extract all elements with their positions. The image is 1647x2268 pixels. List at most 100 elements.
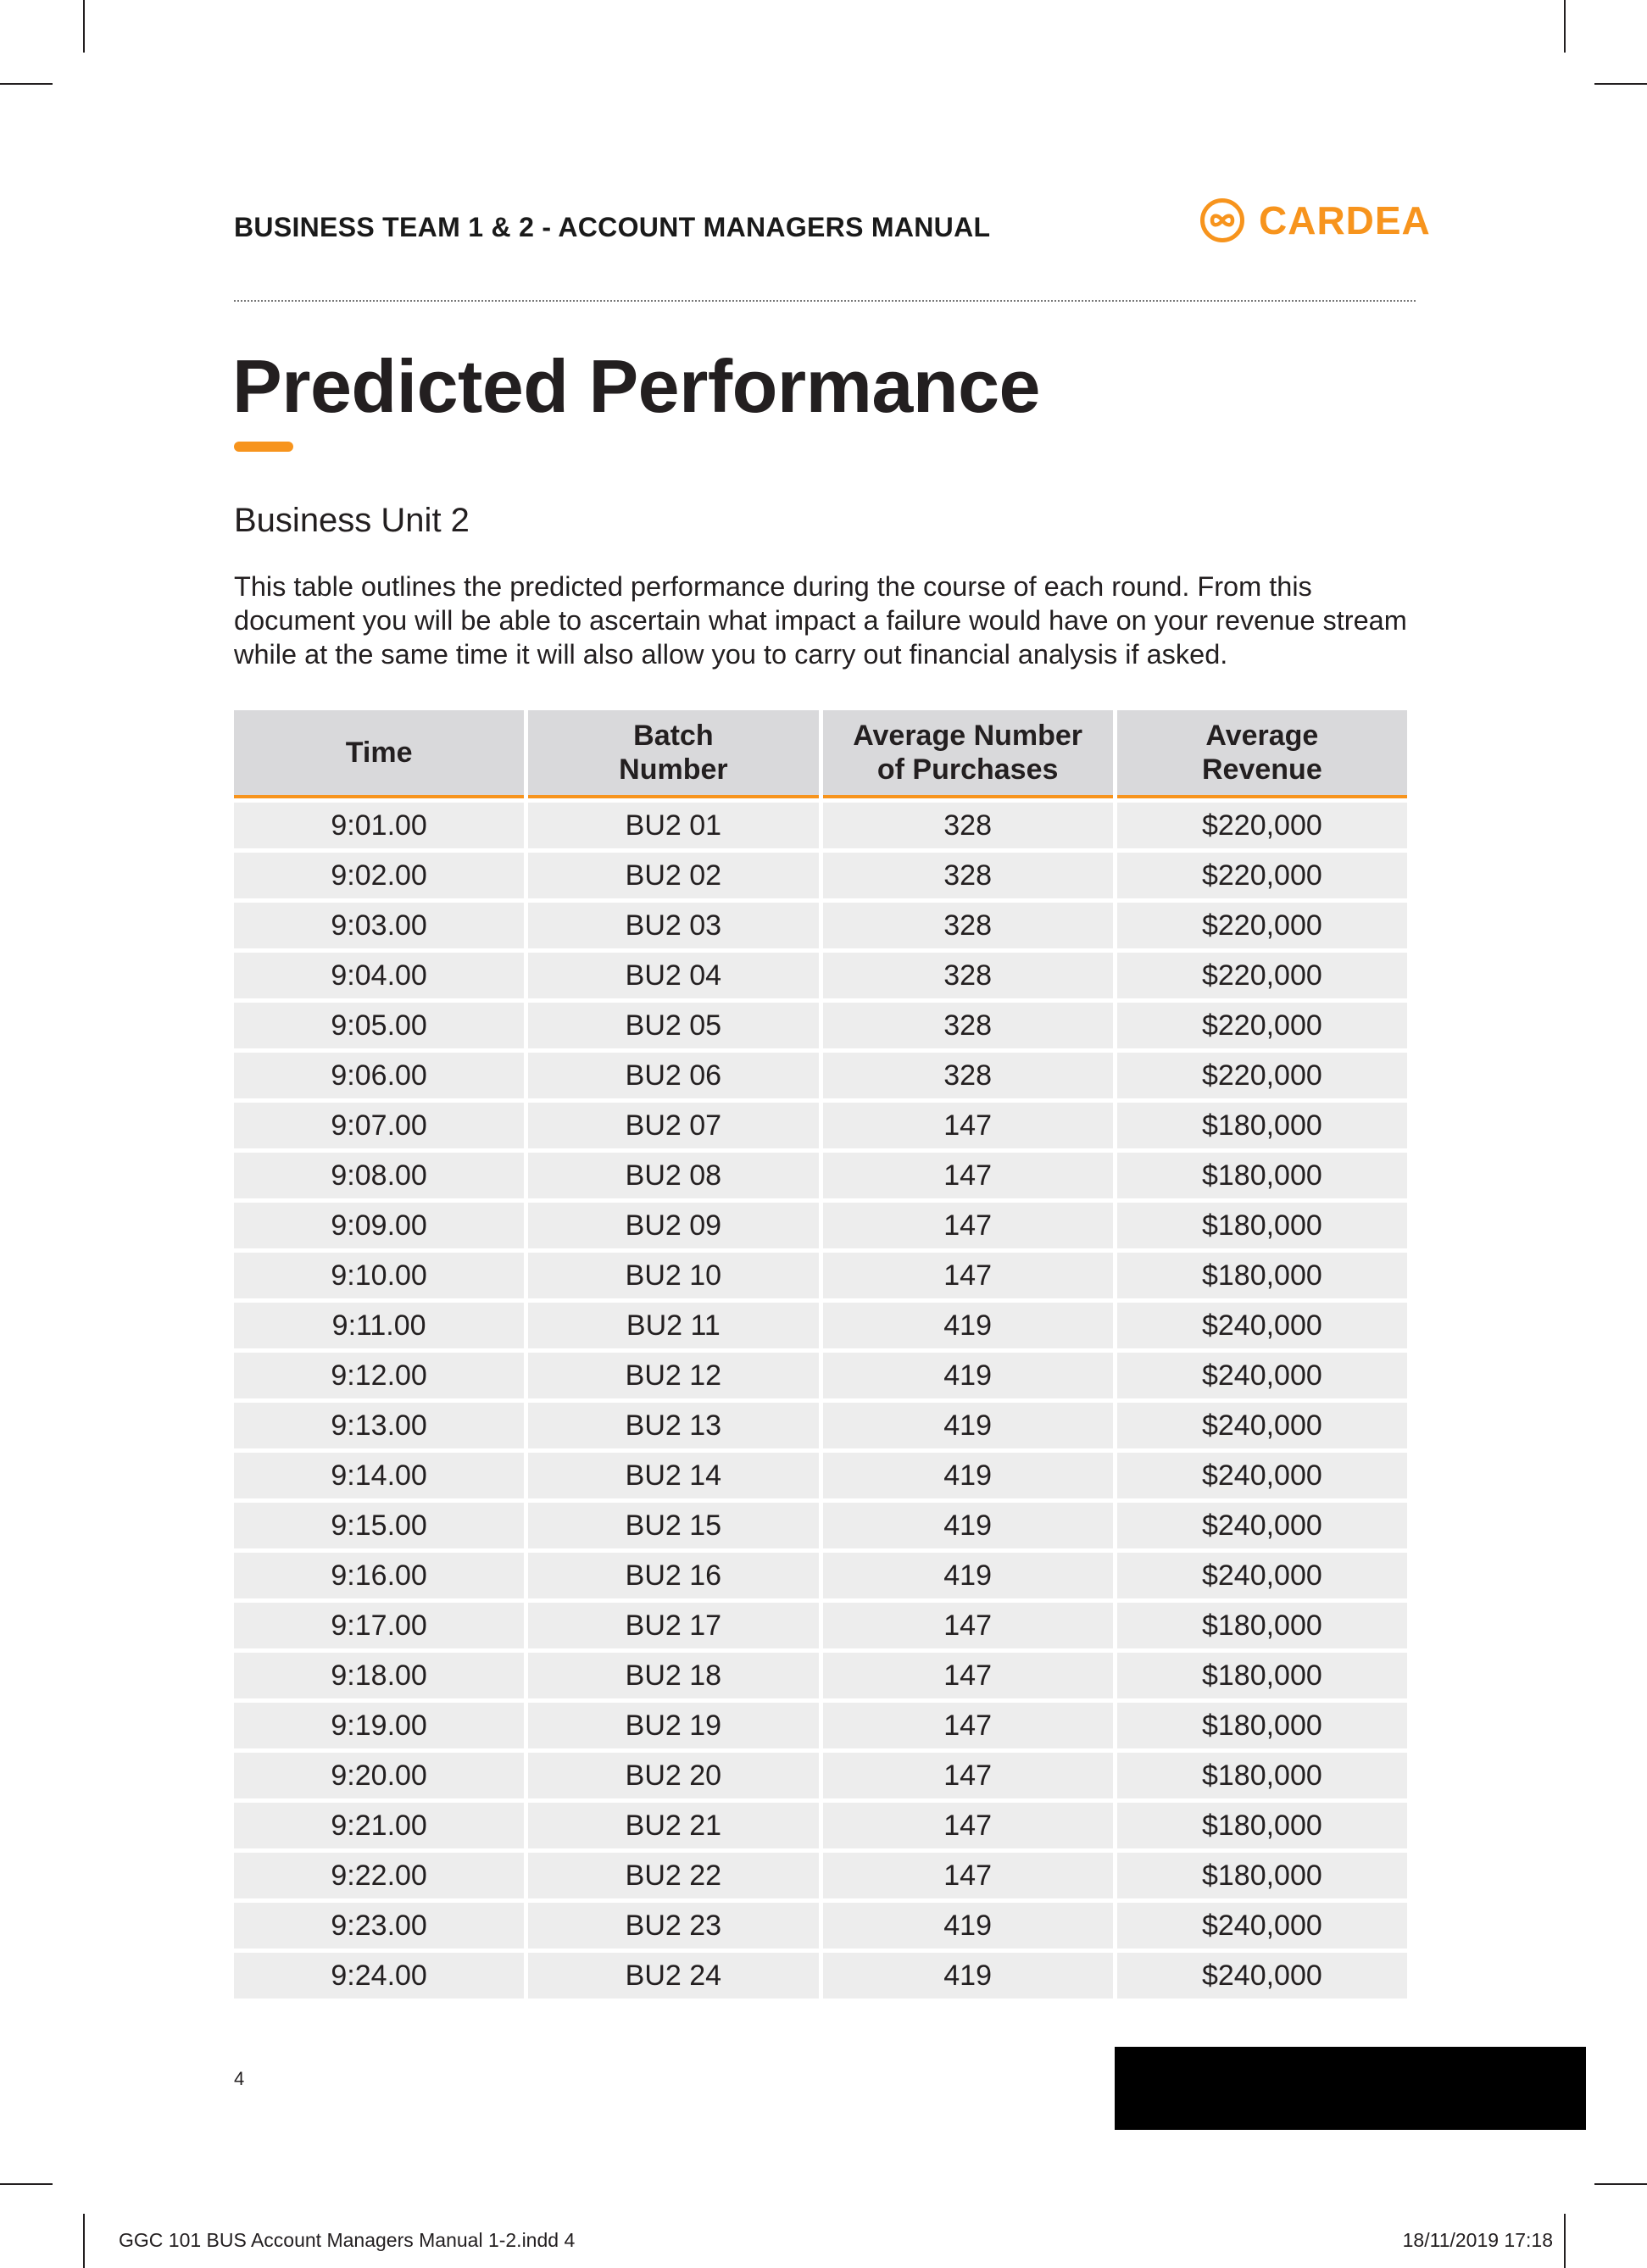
cell-batch-number: BU2 02 — [528, 853, 819, 898]
cell-batch-number: BU2 20 — [528, 1753, 819, 1798]
cell-time: 9:14.00 — [234, 1453, 525, 1498]
crop-mark — [1594, 83, 1647, 85]
table-row: 9:21.00 BU2 21 147 $180,000 — [234, 1803, 1407, 1848]
cell-time: 9:06.00 — [234, 1053, 525, 1098]
cell-batch-number: BU2 06 — [528, 1053, 819, 1098]
cell-batch-number: BU2 22 — [528, 1853, 819, 1898]
cell-time: 9:10.00 — [234, 1253, 525, 1298]
cell-batch-number: BU2 16 — [528, 1553, 819, 1598]
table-row: 9:23.00 BU2 23 419 $240,000 — [234, 1903, 1407, 1948]
cell-average-purchases: 147 — [822, 1853, 1113, 1898]
table-row: 9:07.00 BU2 07 147 $180,000 — [234, 1103, 1407, 1148]
cell-time: 9:18.00 — [234, 1653, 525, 1698]
cell-batch-number: BU2 18 — [528, 1653, 819, 1698]
redaction-block — [1115, 2047, 1586, 2130]
cell-average-revenue: $180,000 — [1116, 1653, 1407, 1698]
cell-time: 9:05.00 — [234, 1003, 525, 1048]
table-row: 9:19.00 BU2 19 147 $180,000 — [234, 1703, 1407, 1748]
cell-batch-number: BU2 01 — [528, 803, 819, 848]
cell-time: 9:03.00 — [234, 903, 525, 948]
cell-average-revenue: $180,000 — [1116, 1753, 1407, 1798]
cell-time: 9:12.00 — [234, 1353, 525, 1398]
cell-batch-number: BU2 19 — [528, 1703, 819, 1748]
table-row: 9:11.00 BU2 11 419 $240,000 — [234, 1303, 1407, 1348]
cell-average-revenue: $180,000 — [1116, 1253, 1407, 1298]
header-divider — [234, 300, 1416, 302]
column-header-average-purchases: Average Number of Purchases — [822, 710, 1113, 798]
cell-time: 9:17.00 — [234, 1603, 525, 1648]
cell-average-purchases: 328 — [822, 853, 1113, 898]
table-row: 9:12.00 BU2 12 419 $240,000 — [234, 1353, 1407, 1398]
cell-time: 9:08.00 — [234, 1153, 525, 1198]
cell-time: 9:23.00 — [234, 1903, 525, 1948]
table-row: 9:13.00 BU2 13 419 $240,000 — [234, 1403, 1407, 1448]
cell-time: 9:07.00 — [234, 1103, 525, 1148]
cell-average-revenue: $180,000 — [1116, 1853, 1407, 1898]
cell-average-revenue: $220,000 — [1116, 1003, 1407, 1048]
cell-batch-number: BU2 23 — [528, 1903, 819, 1948]
cell-average-revenue: $220,000 — [1116, 903, 1407, 948]
table-row: 9:22.00 BU2 22 147 $180,000 — [234, 1853, 1407, 1898]
cell-time: 9:16.00 — [234, 1553, 525, 1598]
cell-average-revenue: $240,000 — [1116, 1903, 1407, 1948]
crop-mark — [0, 83, 53, 85]
cell-time: 9:22.00 — [234, 1853, 525, 1898]
cell-average-revenue: $180,000 — [1116, 1103, 1407, 1148]
table-row: 9:15.00 BU2 15 419 $240,000 — [234, 1503, 1407, 1548]
cell-batch-number: BU2 21 — [528, 1803, 819, 1848]
intro-paragraph: This table outlines the predicted perfor… — [234, 571, 1407, 670]
cell-average-revenue: $240,000 — [1116, 1553, 1407, 1598]
table-row: 9:16.00 BU2 16 419 $240,000 — [234, 1553, 1407, 1598]
header-line: Time — [345, 737, 413, 769]
cell-average-purchases: 328 — [822, 903, 1113, 948]
table-row: 9:05.00 BU2 05 328 $220,000 — [234, 1003, 1407, 1048]
table-row: 9:03.00 BU2 03 328 $220,000 — [234, 903, 1407, 948]
page-number: 4 — [234, 2068, 245, 2089]
table-row: 9:09.00 BU2 09 147 $180,000 — [234, 1203, 1407, 1248]
page-title: Predicted Performance — [232, 344, 1041, 428]
cell-time: 9:20.00 — [234, 1753, 525, 1798]
cell-batch-number: BU2 09 — [528, 1203, 819, 1248]
cell-batch-number: BU2 04 — [528, 953, 819, 998]
cell-time: 9:15.00 — [234, 1503, 525, 1548]
cell-time: 9:19.00 — [234, 1703, 525, 1748]
cell-average-revenue: $180,000 — [1116, 1803, 1407, 1848]
cell-average-purchases: 147 — [822, 1103, 1113, 1148]
cell-batch-number: BU2 15 — [528, 1503, 819, 1548]
column-header-time: Time — [234, 710, 525, 798]
cell-average-revenue: $180,000 — [1116, 1153, 1407, 1198]
cell-average-purchases: 328 — [822, 1053, 1113, 1098]
header-line: Revenue — [1202, 753, 1322, 786]
cell-time: 9:13.00 — [234, 1403, 525, 1448]
column-header-batch-number: Batch Number — [528, 710, 819, 798]
cell-average-revenue: $220,000 — [1116, 803, 1407, 848]
cell-average-revenue: $180,000 — [1116, 1703, 1407, 1748]
cell-average-purchases: 419 — [822, 1403, 1113, 1448]
cell-average-revenue: $240,000 — [1116, 1303, 1407, 1348]
table-row: 9:06.00 BU2 06 328 $220,000 — [234, 1053, 1407, 1098]
header-line: Average — [1205, 720, 1319, 752]
cell-batch-number: BU2 08 — [528, 1153, 819, 1198]
cell-batch-number: BU2 10 — [528, 1253, 819, 1298]
table-body: 9:01.00 BU2 01 328 $220,000 9:02.00 BU2 02 328… — [234, 803, 1407, 1998]
table-row: 9:08.00 BU2 08 147 $180,000 — [234, 1153, 1407, 1198]
crop-mark — [1594, 2183, 1647, 2185]
cell-batch-number: BU2 12 — [528, 1353, 819, 1398]
crop-mark — [1564, 2214, 1566, 2268]
cell-average-purchases: 328 — [822, 1003, 1113, 1048]
cell-batch-number: BU2 14 — [528, 1453, 819, 1498]
cell-average-purchases: 147 — [822, 1653, 1113, 1698]
brand-logo: CARDEA — [1199, 197, 1431, 243]
cell-average-purchases: 147 — [822, 1603, 1113, 1648]
table-row: 9:02.00 BU2 02 328 $220,000 — [234, 853, 1407, 898]
cell-average-purchases: 147 — [822, 1703, 1113, 1748]
cell-average-revenue: $240,000 — [1116, 1353, 1407, 1398]
cell-average-revenue: $240,000 — [1116, 1403, 1407, 1448]
cell-average-purchases: 419 — [822, 1953, 1113, 1998]
cell-average-purchases: 147 — [822, 1253, 1113, 1298]
cell-average-revenue: $180,000 — [1116, 1603, 1407, 1648]
cell-time: 9:09.00 — [234, 1203, 525, 1248]
cell-time: 9:24.00 — [234, 1953, 525, 1998]
cell-average-purchases: 419 — [822, 1353, 1113, 1398]
cell-time: 9:11.00 — [234, 1303, 525, 1348]
